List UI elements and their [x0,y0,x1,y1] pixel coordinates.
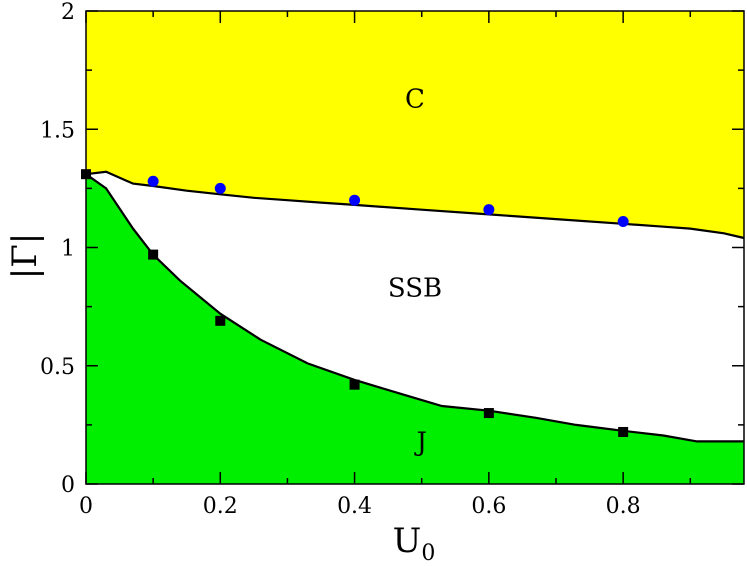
data-point-circle [147,175,159,187]
ticks-layer [85,10,744,485]
x-tick-label: 0.2 [203,494,238,519]
middle-region [86,171,744,442]
points-layer [81,169,629,437]
lower-region [86,174,744,484]
regions-layer [86,11,744,484]
x-tick-label: 0.8 [606,494,641,519]
y-axis-title: |Γ| [5,233,45,280]
data-point-square [618,426,629,437]
data-point-square [483,408,494,419]
data-point-circle [483,204,495,216]
y-tick-label: 2 [61,0,75,25]
labels-layer: 0 0.2 0.4 0.6 0.8 0 0.5 1 1.5 2 C SSB J [40,0,641,519]
y-tick-label: 1 [61,237,75,262]
x-tick-label: 0.4 [337,494,372,519]
data-point-circle [617,215,629,227]
x-tick-label: 0 [79,494,93,519]
region-label: C [405,85,425,115]
x-axis-subscript: 0 [421,541,435,566]
x-axis-title: U0 [393,521,436,566]
region-label: SSB [388,274,442,304]
data-point-square [349,379,360,390]
x-tick-label: 0.6 [471,494,506,519]
data-point-square [148,249,159,260]
data-point-square [215,315,226,326]
region-label: J [413,427,426,457]
y-tick-label: 1.5 [40,118,75,143]
y-tick-label: 0 [61,473,75,498]
y-tick-label: 0.5 [40,355,75,380]
x-axis-title-text: U [393,521,422,561]
data-point-circle [214,182,226,194]
data-point-circle [349,194,361,206]
